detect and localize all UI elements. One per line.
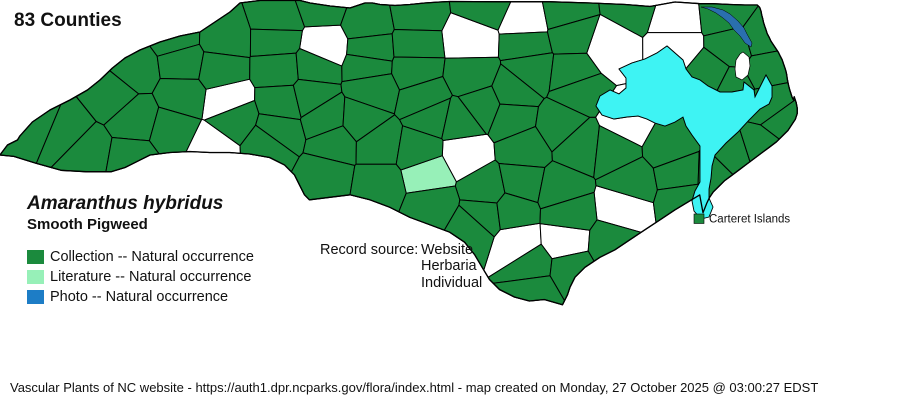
- svg-text:Carteret Islands: Carteret Islands: [709, 214, 790, 226]
